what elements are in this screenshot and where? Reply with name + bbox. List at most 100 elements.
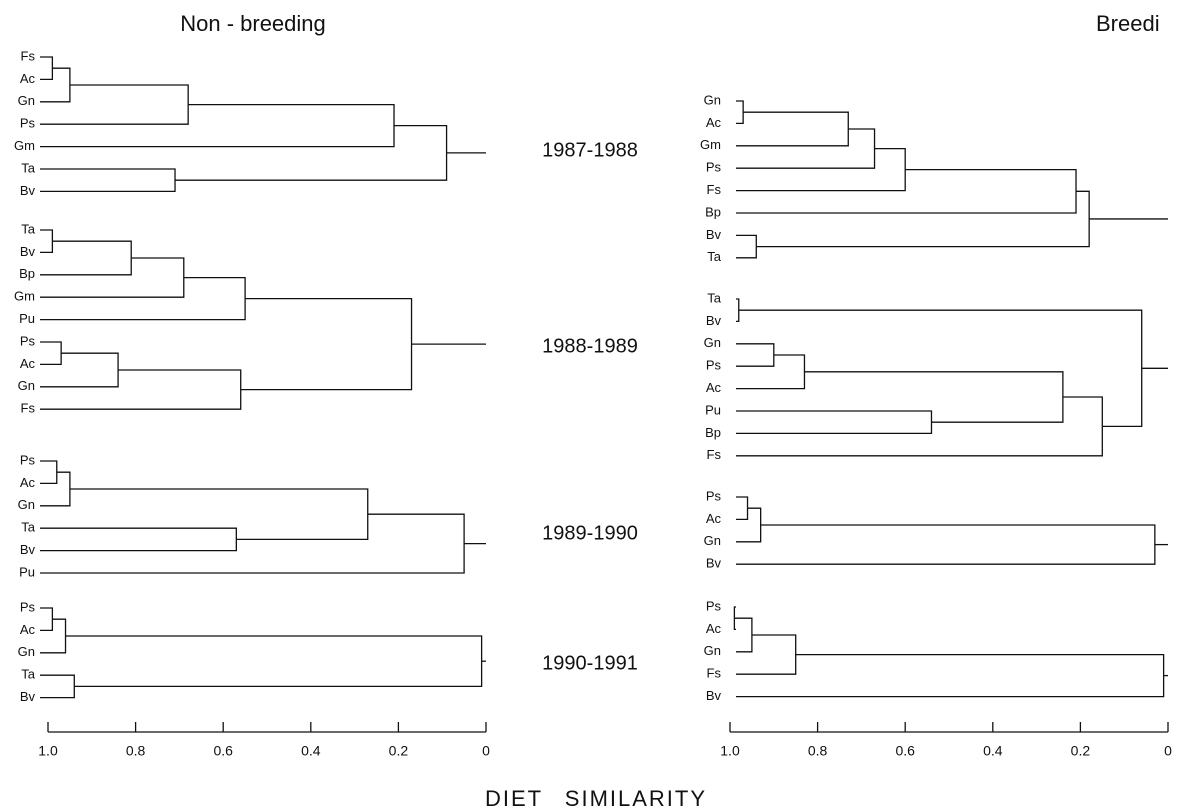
merge-bracket: [69, 488, 369, 541]
leaf-label: Gn: [704, 643, 721, 658]
leaf-label: Bv: [706, 556, 722, 571]
merge-bracket: [736, 507, 762, 543]
merge-bracket: [40, 607, 54, 632]
x-tick-label: 0.8: [808, 743, 828, 759]
merge-bracket: [40, 229, 54, 254]
merge-bracket: [736, 128, 876, 169]
merge-bracket: [736, 524, 1156, 565]
x-tick-label: 0: [482, 743, 490, 759]
x-tick-label: 1.0: [38, 743, 58, 759]
merge-bracket: [40, 460, 58, 485]
leaf-label: Bv: [20, 183, 36, 198]
panel-title: Breedi: [1096, 11, 1160, 36]
leaf-label: Ta: [21, 667, 36, 682]
leaf-label: Pu: [19, 564, 35, 579]
panel-title: Non - breeding: [180, 11, 326, 36]
leaf-label: Pu: [19, 311, 35, 326]
merge-bracket: [40, 276, 246, 321]
x-tick-label: 0.6: [213, 743, 233, 759]
leaf-label: Bv: [20, 689, 36, 704]
x-tick-label: 0.2: [389, 743, 409, 759]
merge-bracket: [736, 343, 775, 367]
leaf-label: Gn: [18, 378, 35, 393]
leaf-label: Ac: [20, 71, 36, 86]
x-tick-label: 1.0: [720, 743, 740, 759]
merge-bracket: [40, 103, 395, 148]
merge-bracket: [40, 513, 465, 574]
leaf-label: Gn: [18, 497, 35, 512]
leaf-label: Gm: [14, 138, 35, 153]
year-label: 1987-1988: [542, 139, 638, 161]
x-tick-label: 0: [1164, 743, 1172, 759]
leaf-label: Fs: [707, 666, 722, 681]
merge-bracket: [175, 124, 448, 181]
merge-bracket: [40, 352, 119, 388]
merge-bracket: [736, 396, 1103, 457]
leaf-label: Ps: [20, 116, 36, 131]
leaf-label: Gn: [704, 533, 721, 548]
leaf-label: Ac: [20, 622, 36, 637]
merge-bracket: [40, 369, 242, 410]
merge-bracket: [40, 67, 71, 103]
merge-bracket: [65, 635, 483, 688]
leaf-label: Ta: [21, 221, 36, 236]
leaf-label: Ac: [706, 115, 722, 130]
leaf-label: Fs: [707, 447, 722, 462]
leaf-label: Bv: [20, 244, 36, 259]
leaf-label: Ac: [706, 380, 722, 395]
leaf-label: Bv: [20, 542, 36, 557]
merge-bracket: [40, 168, 176, 193]
leaf-label: Bp: [19, 266, 35, 281]
leaf-label: Ta: [21, 520, 36, 535]
x-tick-label: 0.6: [895, 743, 915, 759]
merge-bracket: [40, 471, 71, 507]
x-tick-label: 0.4: [301, 743, 321, 759]
leaf-label: Gn: [18, 93, 35, 108]
leaf-label: Bv: [706, 688, 722, 703]
leaf-label: Bv: [706, 227, 722, 242]
leaf-label: Bp: [705, 425, 721, 440]
merge-bracket: [736, 168, 1077, 214]
merge-bracket: [40, 84, 189, 125]
x-tick-label: 0.2: [1071, 743, 1091, 759]
merge-bracket: [240, 297, 413, 391]
x-tick-label: 0.8: [126, 743, 146, 759]
merge-bracket: [736, 354, 806, 390]
leaf-label: Pu: [705, 402, 721, 417]
leaf-label: Fs: [21, 401, 36, 416]
merge-bracket: [40, 56, 54, 81]
merge-bracket: [736, 298, 740, 323]
leaf-label: Ps: [706, 598, 722, 613]
x-tick-label: 0.4: [983, 743, 1003, 759]
merge-bracket: [40, 341, 62, 366]
merge-bracket: [736, 111, 849, 147]
merge-bracket: [736, 147, 906, 192]
leaf-label: Gn: [704, 92, 721, 107]
merge-bracket: [736, 653, 1165, 698]
leaf-label: Ps: [706, 160, 722, 175]
leaf-label: Ac: [20, 356, 36, 371]
merge-bracket: [804, 371, 1064, 423]
merge-bracket: [736, 234, 757, 259]
x-axis-label: DIET SIMILARITY: [485, 786, 707, 811]
merge-bracket: [738, 309, 1143, 428]
merge-bracket: [756, 190, 1090, 248]
leaf-label: Ps: [706, 488, 722, 503]
leaf-label: Gn: [18, 644, 35, 659]
leaf-label: Ta: [707, 290, 722, 305]
leaf-label: Bv: [706, 313, 722, 328]
leaf-label: Ta: [707, 249, 722, 264]
merge-bracket: [736, 100, 744, 125]
leaf-label: Ac: [706, 621, 722, 636]
leaf-label: Bp: [705, 204, 721, 219]
leaf-label: Ta: [21, 160, 36, 175]
leaf-label: Ps: [706, 358, 722, 373]
leaf-label: Ac: [706, 511, 722, 526]
year-label: 1990-1991: [542, 652, 638, 674]
leaf-label: Ps: [20, 452, 36, 467]
leaf-label: Ac: [20, 475, 36, 490]
leaf-label: Gn: [704, 335, 721, 350]
merge-bracket: [736, 634, 797, 675]
merge-bracket: [40, 257, 185, 298]
